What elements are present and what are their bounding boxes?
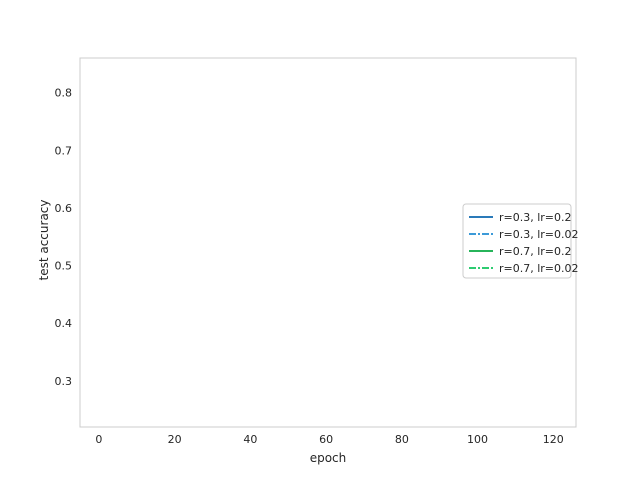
x-tick-label: 100 (467, 433, 488, 446)
legend-label-3: r=0.7, lr=0.2 (499, 245, 572, 258)
x-tick-label: 120 (543, 433, 564, 446)
legend-label-2: r=0.3, lr=0.02 (499, 228, 579, 241)
x-tick-label: 40 (243, 433, 257, 446)
y-tick-label: 0.4 (55, 317, 73, 330)
legend-label-4: r=0.7, lr=0.02 (499, 262, 579, 275)
x-tick-label: 20 (168, 433, 182, 446)
y-tick-label: 0.7 (55, 144, 73, 157)
x-tick-label: 80 (395, 433, 409, 446)
x-axis-label: epoch (310, 451, 347, 465)
legend: r=0.3, lr=0.2 r=0.3, lr=0.02 r=0.7, lr=0.2… (462, 203, 579, 279)
y-tick-label: 0.3 (55, 375, 73, 388)
legend-label-1: r=0.3, lr=0.2 (499, 211, 572, 224)
y-tick-label: 0.8 (55, 87, 73, 100)
y-tick-label: 0.6 (55, 202, 73, 215)
y-tick-label: 0.5 (55, 260, 73, 273)
x-tick-label: 0 (95, 433, 102, 446)
legend-box (462, 203, 572, 279)
x-tick-label: 60 (319, 433, 333, 446)
y-axis-label: test accuracy (37, 200, 51, 281)
